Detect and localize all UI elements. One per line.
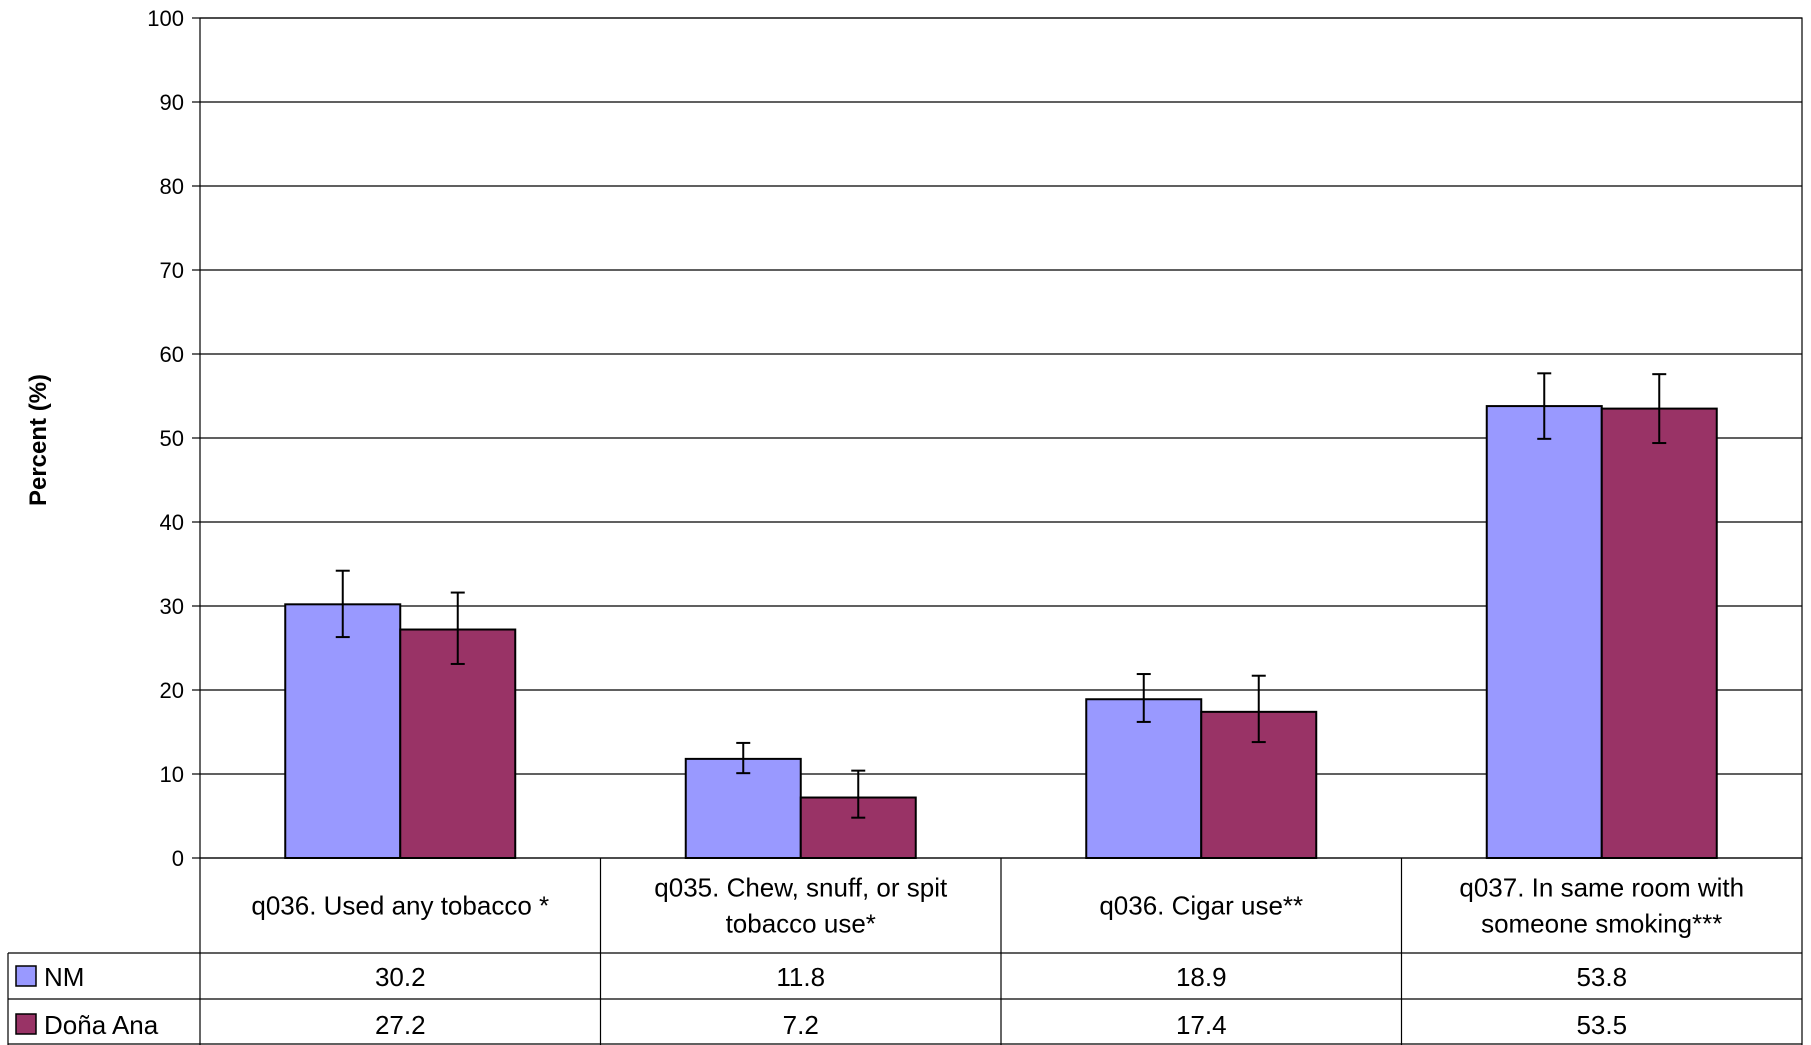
table-cell-value: 30.2: [375, 962, 426, 992]
category-label: q035. Chew, snuff, or spit: [654, 873, 948, 903]
y-tick-label: 30: [160, 594, 184, 619]
category-label: q036. Used any tobacco *: [251, 891, 549, 921]
y-tick-label: 70: [160, 258, 184, 283]
category-label: someone smoking***: [1481, 909, 1722, 939]
legend-label: Doña Ana: [44, 1010, 159, 1040]
y-tick-label: 10: [160, 762, 184, 787]
data-table: NM 30.2 11.8 18.9 53.8 Doña Ana 27.2 7.2 17.4 53.…: [7, 858, 1803, 1045]
bar: [1600, 407, 1718, 859]
legend-swatch: [15, 965, 37, 987]
legend-label: NM: [44, 962, 84, 992]
table-cell-value: 53.8: [1576, 962, 1627, 992]
bar: [1485, 405, 1603, 859]
error-bars: [335, 372, 1667, 819]
y-axis-label: Percent (%): [25, 374, 52, 506]
bar: [399, 628, 517, 860]
bar: [284, 603, 402, 859]
y-axis-ticks: 0 10 20 30 40 50 60 70 80 90 100: [147, 6, 200, 871]
table-cell-value: 53.5: [1576, 1010, 1627, 1040]
table-cell-value: 27.2: [375, 1010, 426, 1040]
y-tick-label: 40: [160, 510, 184, 535]
bars: [284, 405, 1718, 860]
category-label: q036. Cigar use**: [1099, 891, 1303, 921]
table-cell-value: 18.9: [1176, 962, 1227, 992]
y-tick-label: 0: [172, 846, 184, 871]
y-tick-label: 90: [160, 90, 184, 115]
legend-swatch: [15, 1013, 37, 1035]
bar: [1085, 698, 1203, 859]
table-cell-value: 11.8: [776, 962, 825, 992]
y-tick-label: 20: [160, 678, 184, 703]
y-tick-label: 50: [160, 426, 184, 451]
category-label: tobacco use*: [726, 909, 876, 939]
y-tick-label: 60: [160, 342, 184, 367]
bar: [684, 757, 802, 860]
category-labels: q036. Used any tobacco * q035. Chew, snuf…: [251, 873, 1744, 939]
category-label: q037. In same room with: [1459, 873, 1744, 903]
y-tick-label: 80: [160, 174, 184, 199]
table-cell-value: 7.2: [783, 1010, 819, 1040]
y-tick-label: 100: [147, 6, 184, 31]
table-cell-value: 17.4: [1176, 1010, 1227, 1040]
